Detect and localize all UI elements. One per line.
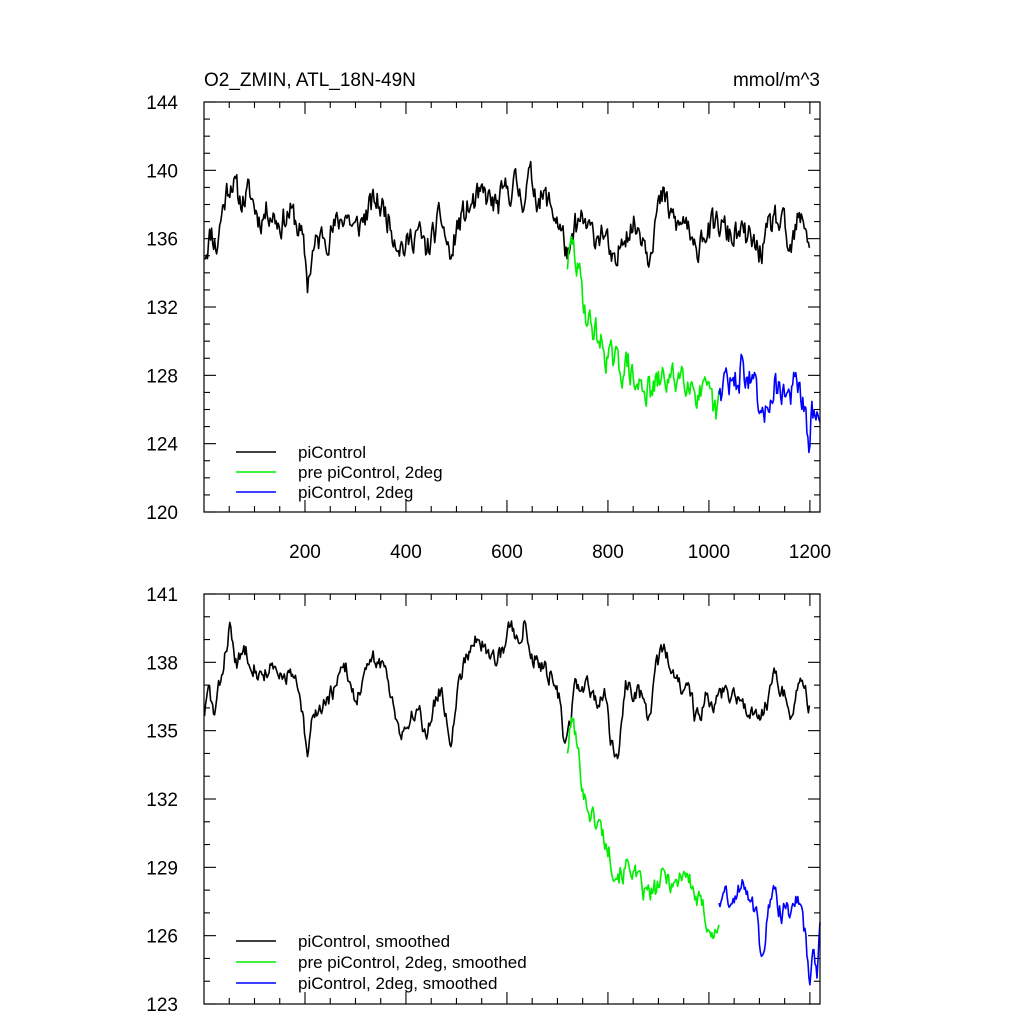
series-line-pre-picontrol-2deg-smoothed: [566, 717, 720, 940]
y-axis-labels: 123 126 129 132 135 138 141: [146, 585, 178, 1016]
series-line-pre-picontrol-2deg: [566, 236, 720, 420]
x-axis-labels: 200 400 600 800 1000 1200: [289, 542, 831, 563]
y-tick-label: 128: [146, 366, 178, 387]
y-tick-label: 123: [146, 995, 178, 1016]
y-tick-label: 126: [146, 927, 178, 948]
y-tick-label: 132: [146, 298, 178, 319]
series-line-picontrol: [204, 160, 811, 294]
top-panel: O2_ZMIN, ATL_18N-49N mmol/m^3 1201241281…: [146, 70, 831, 563]
axis-ticks: [204, 593, 820, 1005]
legend: piControl pre piControl, 2deg piControl,…: [236, 443, 443, 502]
y-tick-label: 138: [146, 653, 178, 674]
plot-lines: [204, 160, 821, 454]
plot-lines: [203, 620, 821, 986]
series-line-picontrol-smoothed: [203, 620, 811, 760]
x-tick-label: 200: [289, 542, 321, 563]
legend-label-pre-picontrol-2deg: pre piControl, 2deg: [298, 463, 443, 482]
y-tick-label: 141: [146, 585, 178, 606]
units-label: mmol/m^3: [733, 70, 820, 91]
y-tick-label: 144: [146, 93, 178, 114]
legend-label-pre-picontrol-2deg-smoothed: pre piControl, 2deg, smoothed: [298, 953, 527, 972]
x-tick-label: 800: [592, 542, 624, 563]
series-line-picontrol-2deg-smoothed: [718, 879, 821, 986]
y-tick-label: 136: [146, 230, 178, 251]
y-tick-label: 140: [146, 161, 178, 182]
legend-label-picontrol-2deg: piControl, 2deg: [298, 483, 413, 502]
y-tick-label: 135: [146, 722, 178, 743]
y-tick-label: 132: [146, 790, 178, 811]
y-tick-label: 129: [146, 858, 178, 879]
legend-label-picontrol-smoothed: piControl, smoothed: [298, 932, 450, 951]
axis-ticks: [204, 101, 820, 513]
y-axis-labels: 120 124 128 132 136 140 144: [146, 93, 178, 524]
x-tick-label: 1200: [789, 542, 831, 563]
y-tick-label: 124: [146, 435, 178, 456]
plot-frame: [203, 101, 821, 513]
series-line-picontrol-2deg: [718, 353, 821, 454]
legend-label-picontrol-2deg-smoothed: piControl, 2deg, smoothed: [298, 974, 497, 993]
x-tick-label: 1000: [688, 542, 730, 563]
plot-frame: [203, 593, 821, 1005]
legend: piControl, smoothed pre piControl, 2deg,…: [236, 932, 527, 993]
legend-label-picontrol: piControl: [298, 443, 366, 462]
x-tick-label: 400: [390, 542, 422, 563]
x-tick-label: 600: [491, 542, 523, 563]
y-tick-label: 120: [146, 503, 178, 524]
bottom-panel: 123 126 129 132 135 138 141 piControl, smoothe…: [146, 585, 821, 1016]
chart-title: O2_ZMIN, ATL_18N-49N: [204, 70, 416, 91]
